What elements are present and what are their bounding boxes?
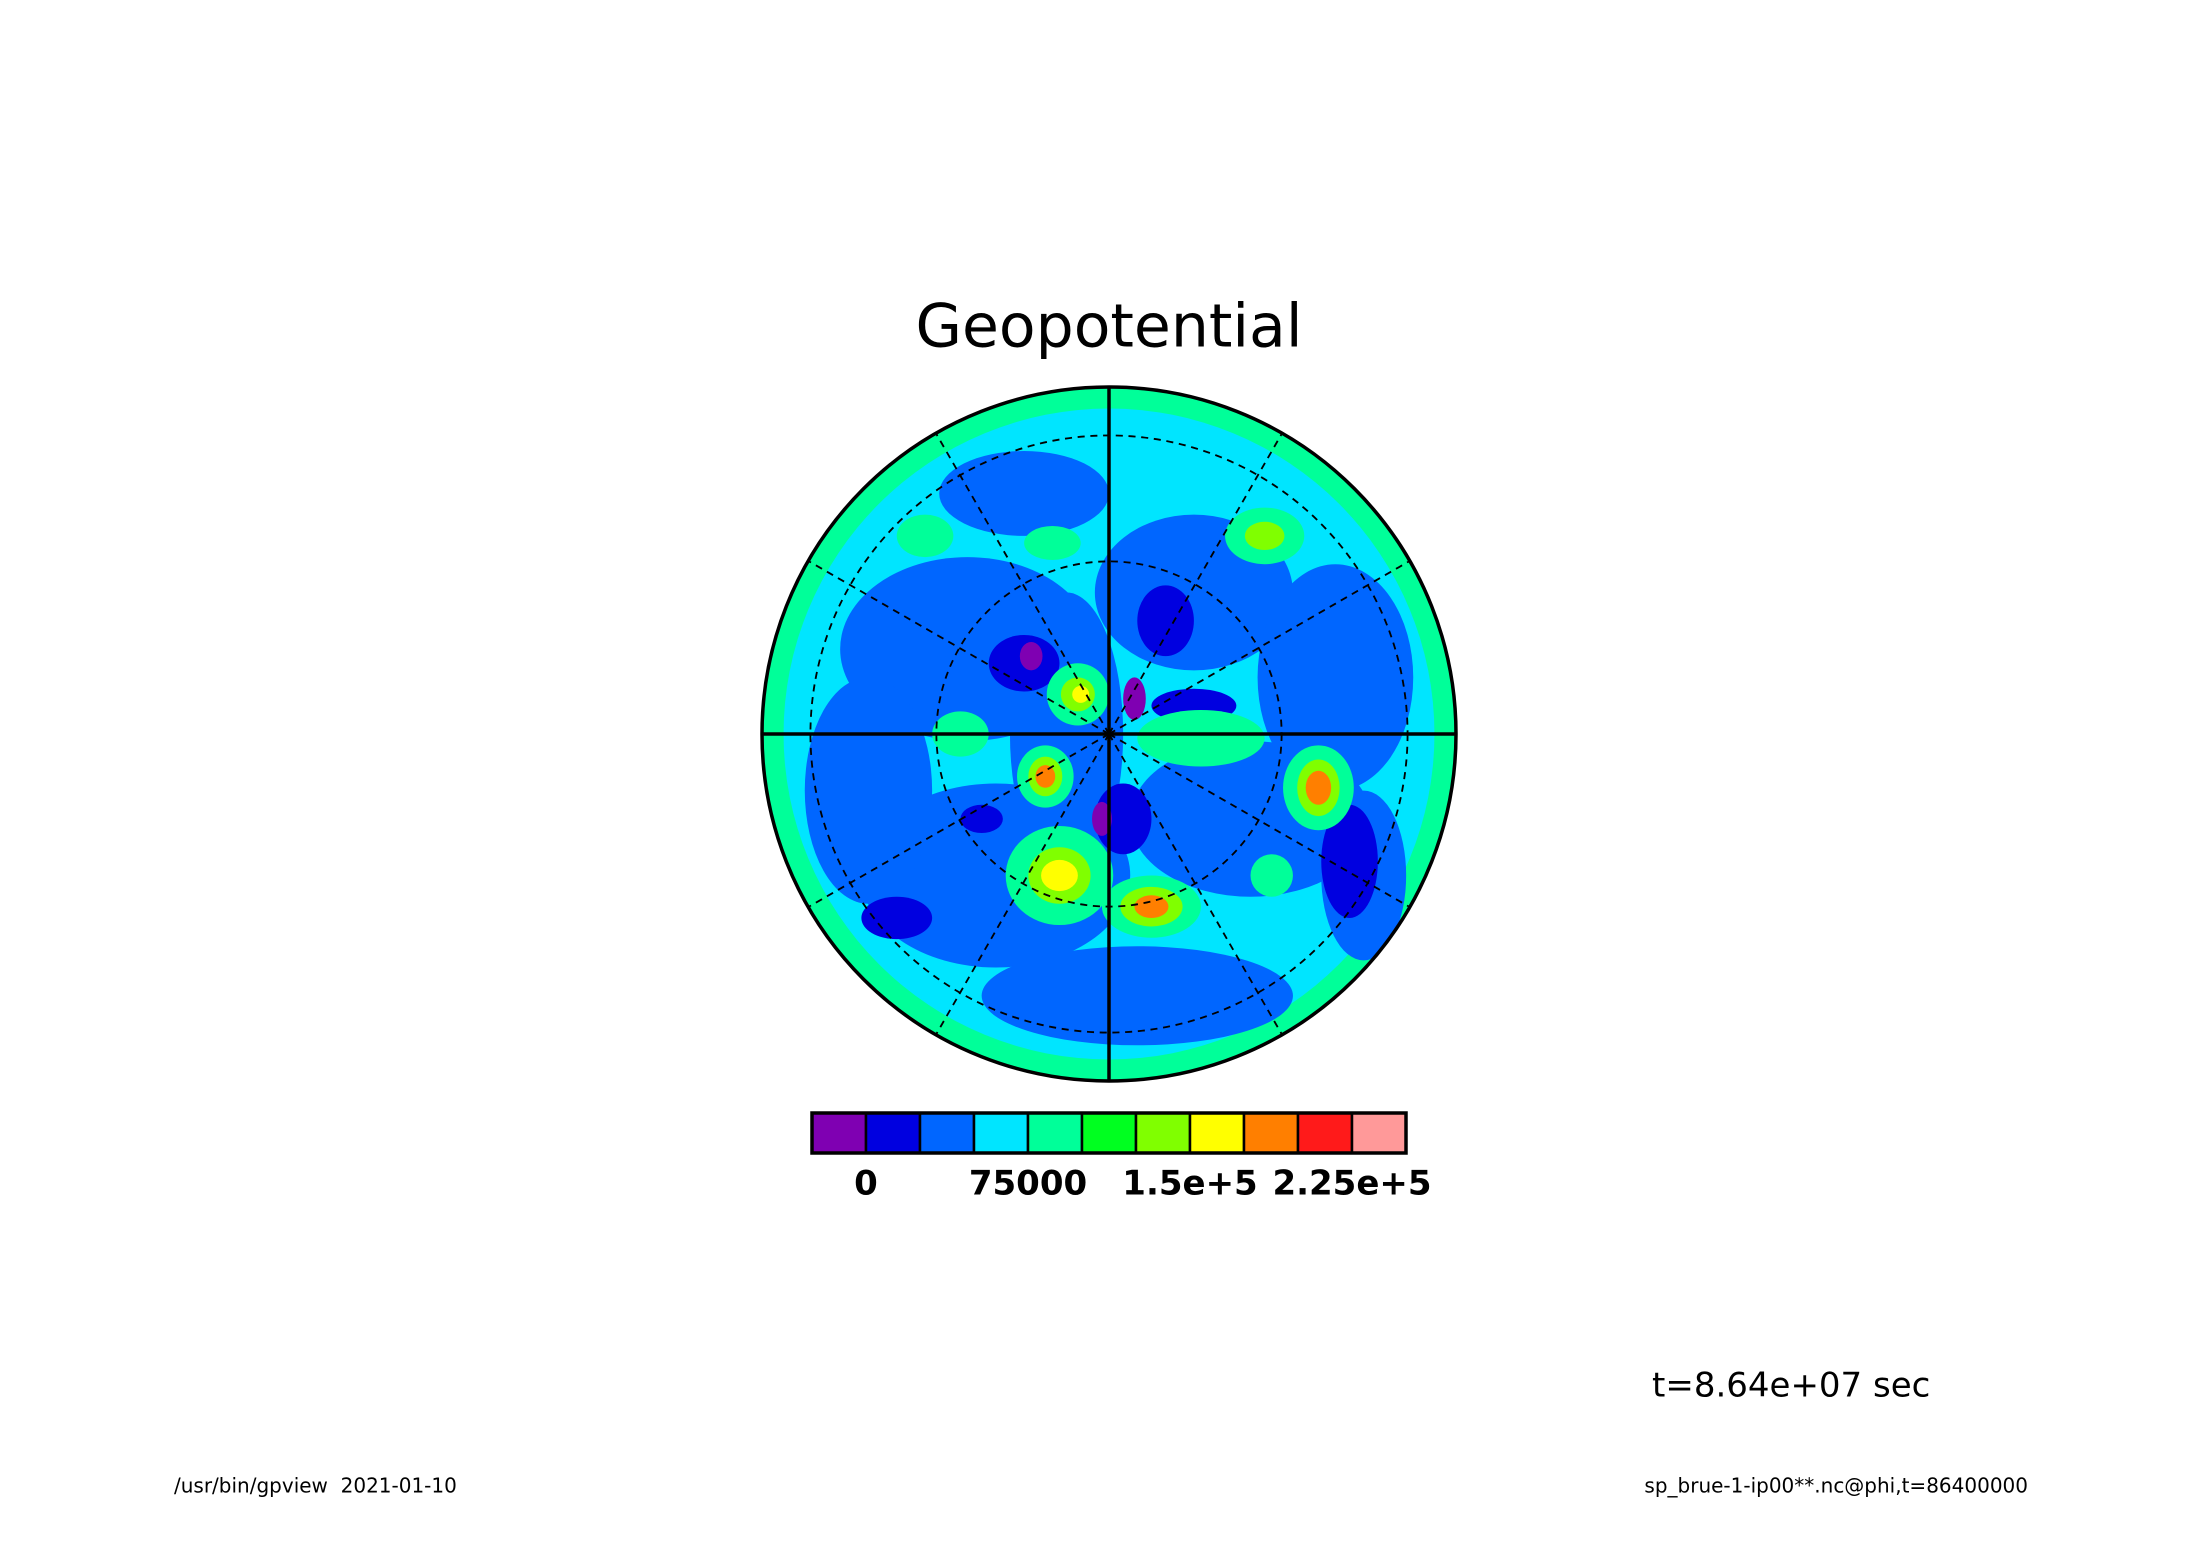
axes bbox=[760, 385, 1458, 1083]
colorbar-box bbox=[1296, 1111, 1354, 1155]
colorbar: 0 75000 1.5e+5 2.25e+5 bbox=[810, 1111, 1432, 1204]
footer-left: /usr/bin/gpview 2021-01-10 bbox=[174, 1474, 457, 1498]
colorbar-box bbox=[1242, 1111, 1300, 1155]
contour-peak bbox=[1035, 685, 1332, 918]
colorbar-box bbox=[1026, 1111, 1084, 1155]
colorbar-box bbox=[1134, 1111, 1192, 1155]
colorbar-box bbox=[810, 1111, 868, 1155]
colorbar-box bbox=[1188, 1111, 1246, 1155]
colorbar-tick-label: 75000 bbox=[969, 1164, 1087, 1204]
colorbar-box bbox=[972, 1111, 1030, 1155]
footer-right: sp_brue-1-ip00**.nc@phi,t=86400000 bbox=[1644, 1474, 2028, 1498]
colorbar-tick-label: 0 bbox=[854, 1164, 878, 1204]
chart-title: Geopotential bbox=[915, 292, 1302, 362]
colorbar-box bbox=[918, 1111, 976, 1155]
colorbar-box bbox=[1350, 1111, 1408, 1155]
colorbar-box bbox=[864, 1111, 922, 1155]
contour-region bbox=[1019, 642, 1146, 836]
colorbar-tick-label: 1.5e+5 bbox=[1122, 1164, 1257, 1204]
colorbar-box bbox=[1080, 1111, 1138, 1155]
colorbar-frame bbox=[810, 1111, 1408, 1155]
time-label: t=8.64e+07 sec bbox=[1652, 1366, 1930, 1406]
colorbar-tick-label: 2.25e+5 bbox=[1272, 1164, 1431, 1204]
